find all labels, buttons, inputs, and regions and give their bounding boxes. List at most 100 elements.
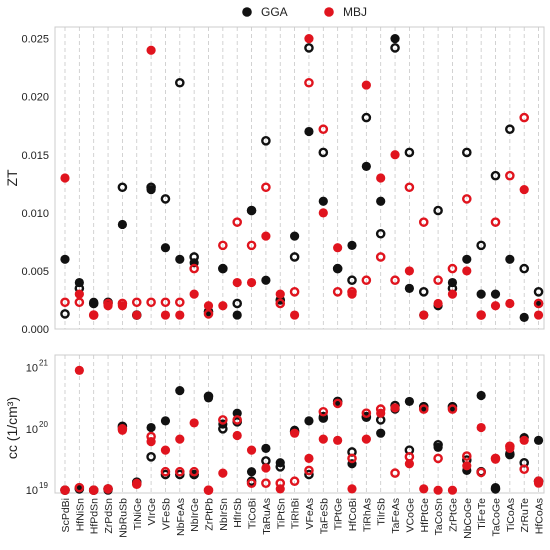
cc-gga-open-point (433, 439, 443, 450)
zt-gga-open-point (60, 309, 70, 319)
cc-mbj-open-point (347, 453, 357, 464)
zt-mbj-open-point (375, 252, 386, 262)
cc-mbj-open-point (246, 478, 257, 489)
cc-mbj-open-point (60, 485, 70, 495)
zt-mbj-open-point (160, 297, 171, 308)
x-tick-label: TaCoGe (491, 498, 503, 537)
cc-mbj-open-point (160, 466, 171, 477)
zt-mbj-open-point (189, 263, 199, 274)
cc-mbj-point (74, 365, 84, 375)
zt-gga-open-point (533, 287, 544, 297)
x-tick-label: TaCoSn (433, 498, 445, 536)
zt-mbj-open-point (103, 298, 113, 309)
x-tick-label: NbIrSn (218, 498, 230, 531)
cc-mbj-point (476, 422, 486, 433)
cc-mbj-open-point (131, 479, 142, 490)
zt-gga-open-point (404, 147, 415, 158)
cc-mbj-open-point (418, 404, 429, 414)
zt-mbj-point (146, 45, 156, 55)
zt-mbj-open-point (390, 275, 400, 286)
zt-panel: ZT 0.000 0.005 0.010 0.015 0.020 0.025 (4, 26, 545, 336)
zt-mbj-open-point (490, 217, 501, 227)
zt-mbj-open-point (505, 170, 515, 181)
cc-gga-point (304, 416, 314, 426)
x-tick-label: HfCoBi (347, 498, 359, 531)
cc-mbj-open-point (318, 406, 329, 417)
zt-gga-point (347, 240, 357, 250)
zt-mbj-point (74, 289, 84, 299)
x-tick-label: TiRhAs (361, 498, 373, 532)
zt-mbj-point (175, 310, 185, 320)
cc-gga-point (160, 416, 171, 426)
cc-mbj-open-point (261, 478, 271, 489)
zt-gga-open-point (361, 112, 372, 123)
zt-mbj-open-point (289, 287, 300, 297)
zt-gga-point (290, 231, 300, 241)
zt-gga-open-point (476, 240, 486, 251)
cc-y-tick-exponent: 19 (39, 481, 48, 490)
cc-mbj-point (290, 428, 300, 438)
cc-mbj-point (433, 485, 443, 495)
zt-mbj-point (361, 80, 371, 90)
zt-mbj-point (404, 266, 414, 276)
zt-gga-open-point (117, 182, 128, 193)
x-tick-label: TiPtSn (275, 498, 287, 529)
cc-gga-open-point (490, 484, 501, 494)
zt-gga-point (519, 312, 529, 322)
cc-mbj-open-point (275, 478, 286, 489)
cc-mbj-open-point (117, 424, 128, 434)
zt-gga-open-point (332, 263, 343, 274)
cc-mbj-point (189, 418, 199, 428)
zt-y-tick-label: 0.000 (21, 324, 49, 336)
zt-mbj-point (203, 301, 214, 311)
cc-mbj-point (232, 430, 242, 441)
cc-mbj-point (304, 453, 314, 463)
zt-mbj-open-point (318, 124, 329, 135)
x-tick-label: HfCoAs (534, 498, 546, 534)
zt-mbj-point (505, 298, 515, 309)
cc-mbj-point (218, 468, 228, 478)
cc-gga-point (146, 422, 156, 433)
zt-gga-point (160, 243, 171, 253)
zt-gga-point (175, 254, 185, 264)
x-tick-label: ZrPtPb (204, 498, 216, 531)
legend-marker-mbj (324, 7, 334, 17)
zt-gga-point (476, 289, 486, 299)
zt-mbj-point (232, 277, 242, 288)
cc-mbj-point (361, 434, 371, 444)
zt-gga-open-point (160, 194, 171, 204)
cc-mbj-open-point (476, 467, 486, 478)
x-tick-label: TiCoBi (247, 498, 259, 529)
cc-mbj-open-point (289, 476, 300, 487)
cc-mbj-open-point (88, 485, 99, 495)
x-tick-label: HfPdSn (89, 498, 101, 534)
cc-mbj-open-point (103, 484, 113, 494)
cc-gga-point (376, 428, 386, 438)
zt-mbj-open-point (246, 240, 257, 251)
cc-gga-open-point (361, 412, 372, 422)
zt-y-tick-label: 0.010 (21, 208, 49, 220)
zt-mbj-open-point (533, 298, 544, 309)
zt-mbj-point (218, 301, 228, 311)
zt-mbj-open-point (404, 182, 415, 193)
cc-gga-open-point (218, 424, 228, 434)
cc-mbj-point (404, 459, 414, 469)
x-tick-label: NbCoGe (462, 498, 474, 539)
zt-mbj-point (132, 310, 142, 320)
zt-mbj-point (189, 289, 199, 299)
zt-mbj-point (290, 310, 300, 320)
cc-gga-open-point (203, 391, 214, 402)
cc-gga-point (404, 396, 414, 407)
zt-mbj-point (318, 208, 328, 218)
cc-mbj-point (261, 463, 271, 473)
cc-mbj-open-point (332, 398, 343, 409)
zt-mbj-open-point (218, 240, 228, 251)
cc-y-tick-label: 10 (26, 363, 38, 375)
zt-gga-open-point (146, 182, 156, 193)
cc-mbj-open-point (304, 465, 314, 476)
x-tick-label: TaFeAs (390, 498, 402, 534)
cc-mbj-open-point (461, 451, 472, 461)
cc-panel-frame (54, 354, 545, 494)
zt-y-tick-label: 0.015 (21, 150, 49, 162)
cc-y-tick-exponent: 20 (39, 420, 48, 429)
